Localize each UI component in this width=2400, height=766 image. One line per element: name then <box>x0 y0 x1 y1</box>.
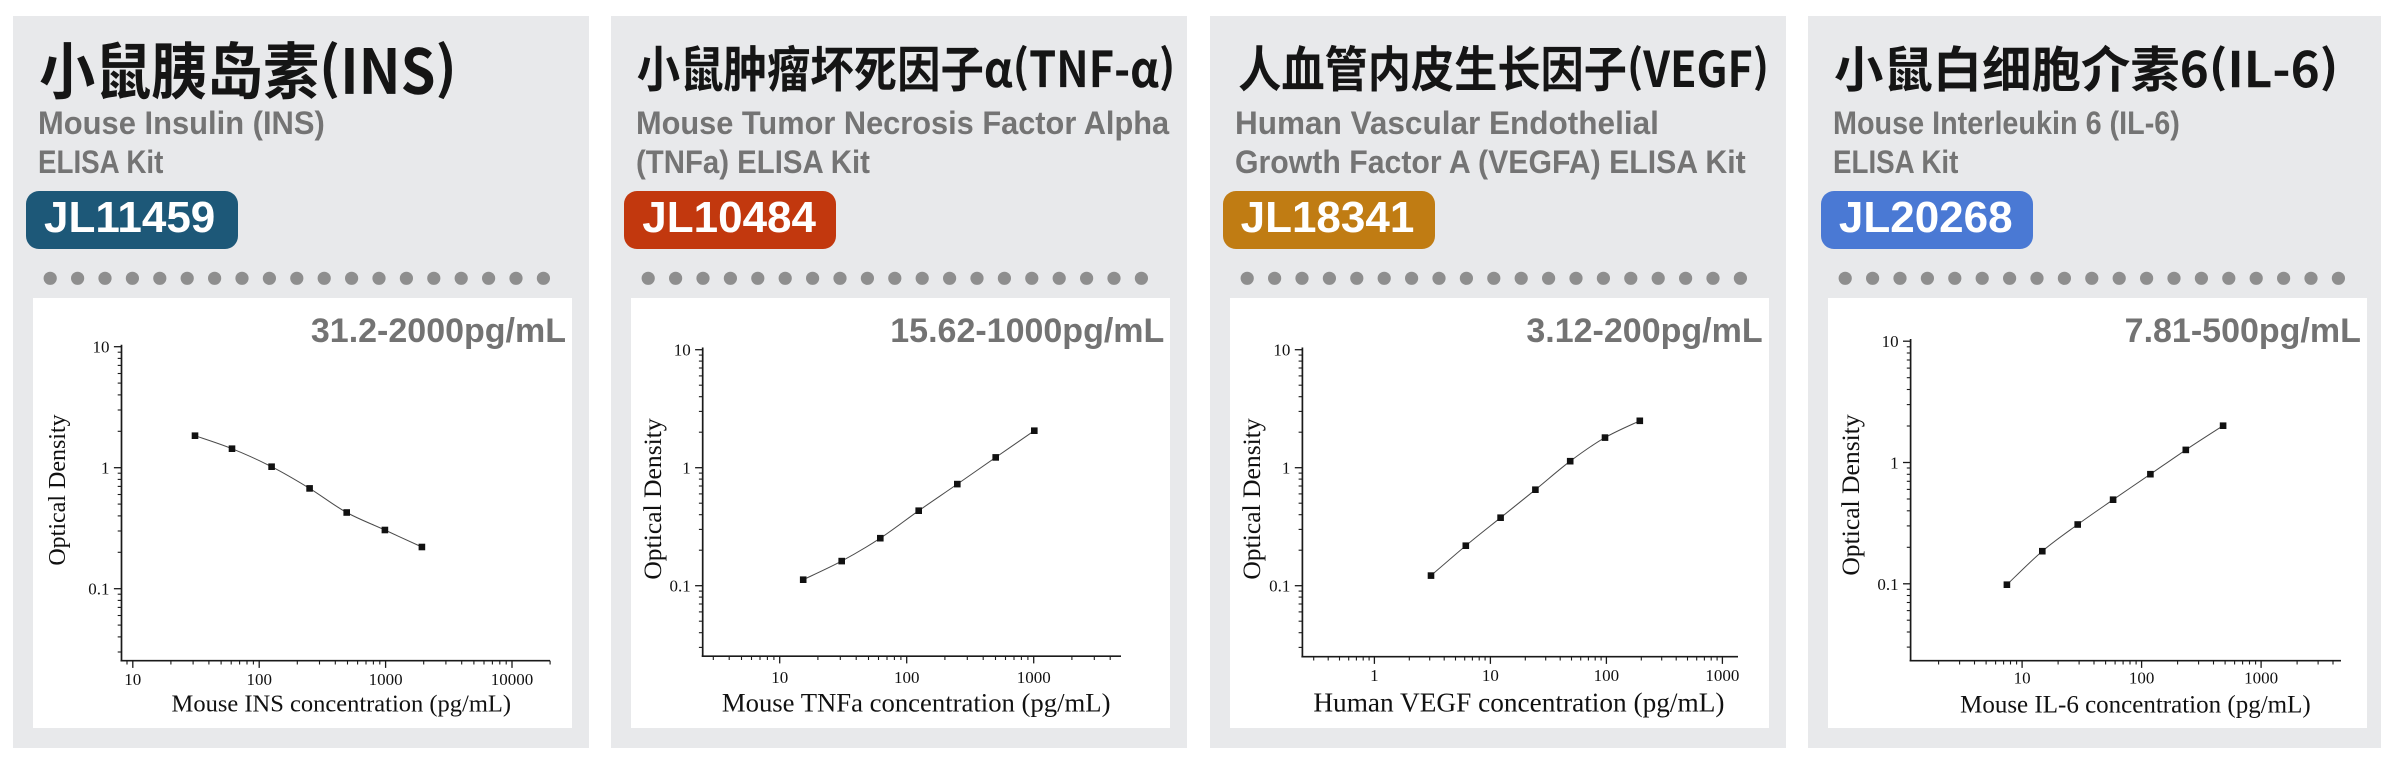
svg-text:Optical Density: Optical Density <box>638 418 667 580</box>
svg-text:10: 10 <box>2013 669 2030 688</box>
svg-text:0.1: 0.1 <box>1877 575 1898 594</box>
svg-text:0.1: 0.1 <box>1269 577 1290 596</box>
svg-text:10: 10 <box>1881 332 1898 351</box>
svg-text:10: 10 <box>1273 341 1290 360</box>
svg-text:Optical Density: Optical Density <box>45 415 71 566</box>
svg-text:1: 1 <box>682 459 691 478</box>
svg-text:1: 1 <box>1890 454 1899 473</box>
svg-text:10: 10 <box>674 341 691 360</box>
svg-text:0.1: 0.1 <box>88 580 109 599</box>
svg-text:Optical Density: Optical Density <box>1836 414 1865 576</box>
svg-text:10: 10 <box>771 668 788 687</box>
svg-text:Mouse IL-6 concentration (pg/m: Mouse IL-6 concentration (pg/mL) <box>1960 692 2311 719</box>
svg-text:10: 10 <box>124 670 141 689</box>
svg-text:1: 1 <box>1281 459 1290 478</box>
svg-text:10: 10 <box>1481 666 1498 685</box>
svg-text:100: 100 <box>1593 666 1619 685</box>
svg-text:1: 1 <box>101 459 110 478</box>
svg-text:100: 100 <box>894 668 920 687</box>
svg-text:10000: 10000 <box>491 670 534 689</box>
svg-text:100: 100 <box>246 670 272 689</box>
svg-text:Optical Density: Optical Density <box>1237 418 1266 580</box>
svg-text:Mouse INS concentration (pg/mL: Mouse INS concentration (pg/mL) <box>172 691 512 718</box>
svg-text:1000: 1000 <box>1705 666 1739 685</box>
svg-text:Human VEGF concentration (pg/m: Human VEGF concentration (pg/mL) <box>1313 688 1724 718</box>
svg-text:Mouse TNFa concentration (pg/m: Mouse TNFa concentration (pg/mL) <box>722 688 1111 718</box>
svg-text:10: 10 <box>93 338 110 357</box>
svg-text:1000: 1000 <box>369 670 403 689</box>
svg-text:1: 1 <box>1370 666 1379 685</box>
svg-text:100: 100 <box>2129 669 2155 688</box>
svg-text:0.1: 0.1 <box>670 577 691 596</box>
svg-text:1000: 1000 <box>2244 669 2278 688</box>
svg-text:1000: 1000 <box>1017 668 1051 687</box>
